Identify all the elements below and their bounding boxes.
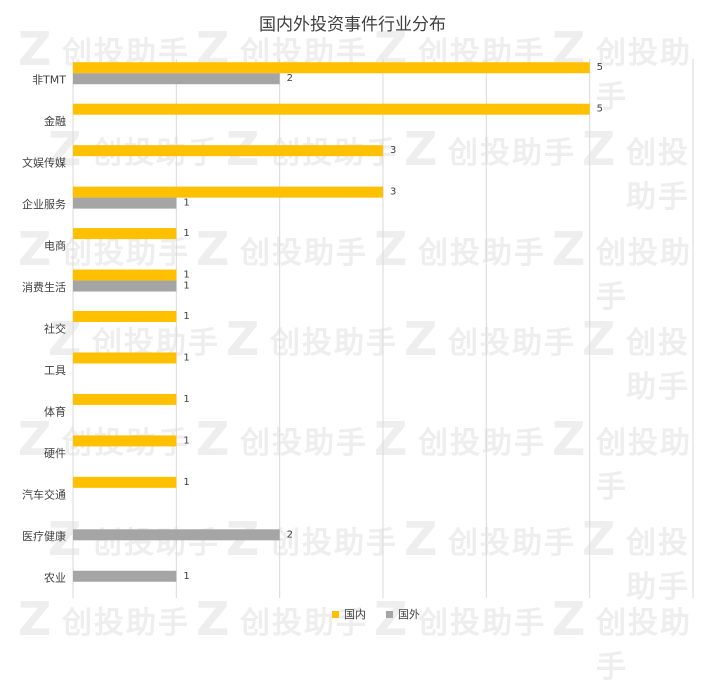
bar-foreign	[73, 73, 280, 85]
data-label: 5	[597, 104, 603, 115]
category-label: 体育	[44, 404, 66, 418]
watermark-logo: Z	[404, 512, 438, 566]
watermark-logo: Z	[226, 312, 260, 366]
bar-foreign	[73, 280, 177, 292]
category-label: 农业	[44, 570, 66, 584]
data-label: 3	[390, 145, 396, 156]
bar-foreign	[73, 570, 177, 582]
data-label: 2	[287, 73, 293, 84]
watermark-text: 创投助手	[448, 526, 576, 561]
category-label: 汽车交通	[22, 487, 66, 501]
watermark-logo: Z	[404, 122, 438, 176]
data-label: 1	[183, 198, 189, 209]
watermark-text: 创投助手	[418, 426, 546, 461]
data-label: 3	[390, 187, 396, 198]
watermark-text: 创投助手	[62, 236, 190, 271]
data-label: 1	[183, 228, 189, 239]
category-label: 硬件	[44, 447, 66, 460]
category-label: 文娱传媒	[22, 156, 66, 170]
category-label: 电商	[44, 239, 66, 253]
watermark-logo: Z	[196, 412, 230, 466]
watermark-text: 创投助手	[418, 236, 546, 271]
watermark-logo: Z	[582, 512, 616, 566]
chart: Z创投助手Z创投助手Z创投助手Z创投助手Z创投助手Z创投助手Z创投助手Z创投助手…	[18, 15, 694, 685]
watermark-logo: Z	[18, 22, 52, 76]
watermark-text: 创投助手	[240, 426, 368, 461]
watermark-logo: Z	[374, 222, 408, 276]
data-label: 1	[183, 394, 189, 405]
bar-domestic	[73, 269, 177, 281]
watermark-text: 创投助手	[626, 136, 690, 215]
watermark-text: 创投助手	[240, 236, 368, 271]
category-label: 企业服务	[22, 197, 66, 211]
watermark-text: 创投助手	[448, 326, 576, 361]
bar-domestic	[73, 352, 177, 364]
watermark-logo: Z	[404, 312, 438, 366]
watermark-text: 创投助手	[448, 136, 576, 171]
watermark-text: 创投助手	[596, 426, 692, 505]
legend-label: 国内	[344, 607, 366, 621]
bar-foreign	[73, 529, 280, 541]
data-label: 1	[183, 571, 189, 582]
watermark-logo: Z	[582, 122, 616, 176]
watermark-text: 创投助手	[270, 326, 398, 361]
chart-title: 国内外投资事件行业分布	[259, 15, 446, 35]
category-label: 工具	[44, 364, 66, 377]
bar-domestic	[73, 145, 383, 157]
watermark-logo: Z	[18, 412, 52, 466]
legend-swatch	[386, 611, 393, 618]
watermark-logo: Z	[552, 222, 586, 276]
bar-domestic	[73, 186, 383, 198]
category-label: 金融	[44, 114, 66, 128]
watermark-text: 创投助手	[270, 526, 398, 561]
legend-swatch	[332, 611, 339, 618]
watermark-logo: Z	[196, 222, 230, 276]
data-label: 1	[183, 435, 189, 446]
watermark-logo: Z	[582, 312, 616, 366]
bar-domestic	[73, 103, 590, 115]
bar-domestic	[73, 476, 177, 488]
bar-foreign	[73, 197, 177, 209]
bar-domestic	[73, 435, 177, 447]
watermark-text: 创投助手	[626, 526, 690, 605]
data-label: 1	[183, 477, 189, 488]
watermark-text: 创投助手	[596, 236, 692, 315]
category-label: 消费生活	[22, 280, 66, 294]
watermark-logo: Z	[18, 222, 52, 276]
legend-label: 国外	[398, 608, 420, 621]
bar-domestic	[73, 228, 177, 240]
watermark-logo: Z	[374, 412, 408, 466]
data-label: 1	[183, 281, 189, 292]
data-label: 1	[183, 352, 189, 363]
data-label: 1	[183, 270, 189, 281]
data-label: 1	[183, 311, 189, 322]
category-label: 医疗健康	[22, 529, 66, 543]
category-label: 社交	[44, 322, 66, 336]
bar-domestic	[73, 311, 177, 322]
category-label: 非TMT	[32, 74, 66, 87]
bar-domestic	[73, 62, 590, 74]
data-label: 2	[287, 529, 293, 540]
watermark-logo: Z	[552, 412, 586, 466]
bar-domestic	[73, 393, 177, 405]
watermark-text: 创投助手	[626, 326, 690, 405]
data-label: 5	[597, 62, 603, 73]
bar-chart-plot: 非TMT52金融5文娱传媒3企业服务31电商1消费生活11社交1工具1体育1硬件…	[22, 59, 694, 621]
watermark-text: 创投助手	[596, 36, 692, 115]
